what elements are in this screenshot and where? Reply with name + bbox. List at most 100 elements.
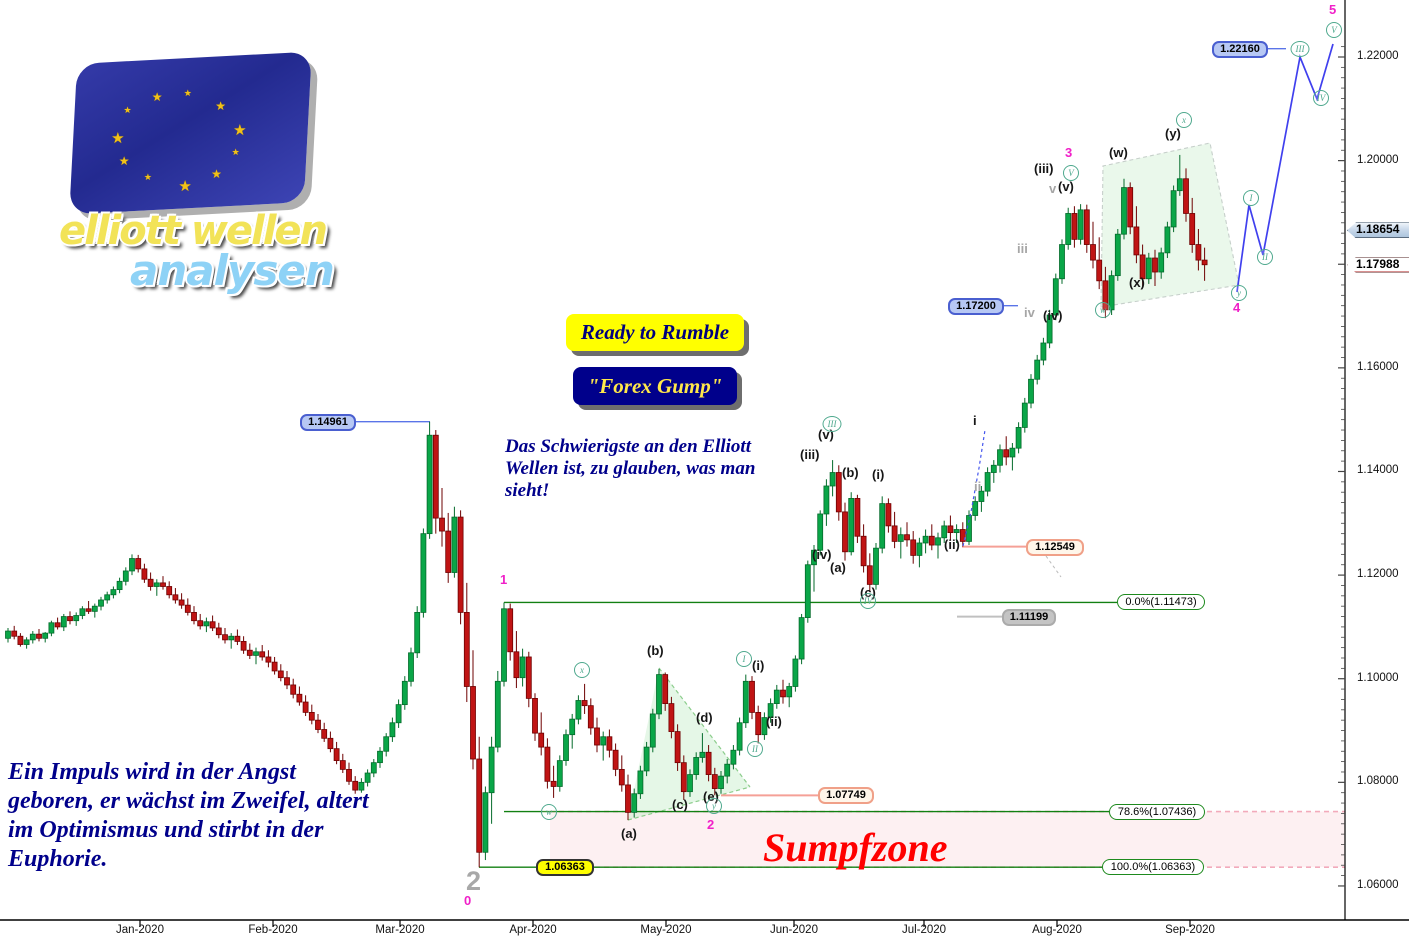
candle-body <box>271 661 278 672</box>
circle-IV: IV <box>860 593 876 609</box>
x-tick-label: Jan-2020 <box>116 924 164 936</box>
eu-star-icon: ★ <box>111 129 125 147</box>
candle-body <box>780 689 786 698</box>
candle-body <box>1052 278 1059 316</box>
candle-body <box>1176 178 1183 192</box>
candle-body <box>891 525 898 542</box>
tag-fib-100[interactable]: 100.0%(1.06363) <box>1102 859 1204 876</box>
ready-to-rumble-banner: Ready to Rumble <box>566 314 744 351</box>
triangle-upper-dashed <box>658 667 751 788</box>
candle-body <box>203 621 210 627</box>
tag-level-1.22160[interactable]: 1.22160 <box>1212 40 1268 58</box>
candle-body <box>389 722 396 738</box>
candle-body <box>804 564 811 618</box>
x-tick-label: May-2020 <box>640 924 692 936</box>
candle-body <box>966 515 972 542</box>
eu-star-icon: ★ <box>143 171 152 182</box>
circle-II-proj: II <box>1257 249 1273 265</box>
wave-iii-jun: (iii) <box>800 447 820 462</box>
candle-body <box>730 749 737 765</box>
circle-V-proj: V <box>1326 22 1342 38</box>
candle-body <box>755 711 762 736</box>
candle-body <box>296 693 303 703</box>
candle-body <box>73 615 80 622</box>
candle-body <box>11 630 18 637</box>
tag-level-1.06363[interactable]: 1.06363 <box>536 859 594 877</box>
y-tick-label: 1.10000 <box>1357 671 1399 684</box>
candle-body <box>569 718 576 736</box>
candle-body <box>432 434 439 519</box>
rally-dashed-path <box>962 429 986 547</box>
candle-body <box>1046 314 1053 344</box>
y-tick-label: 1.14000 <box>1357 464 1399 477</box>
elliott-quote-middle: Das Schwierigste an den Elliott Wellen i… <box>505 436 756 502</box>
candle-body <box>370 762 377 774</box>
tag-fib-0[interactable]: 0.0%(1.11473) <box>1117 594 1205 611</box>
candle-body <box>197 620 204 627</box>
gray-dashed-path <box>1045 555 1062 578</box>
logo-line2: analysen <box>130 246 335 295</box>
circle-II: II <box>747 741 763 757</box>
y-tick-label: 1.16000 <box>1357 360 1399 373</box>
wave-3-pink: 3 <box>1065 145 1073 160</box>
candle-body <box>79 608 86 616</box>
tag-level-1.12549[interactable]: 1.12549 <box>1026 538 1084 556</box>
tag-level-1.17200[interactable]: 1.17200 <box>948 297 1004 315</box>
candle-body <box>1183 178 1189 214</box>
candle-body <box>98 599 104 607</box>
candle-body <box>315 719 321 730</box>
candle-body <box>761 717 768 736</box>
tag-level-1.11199[interactable]: 1.11199 <box>1002 608 1056 626</box>
candle-body <box>749 680 755 713</box>
x-tick-label: Mar-2020 <box>375 924 425 936</box>
candle-body <box>228 635 235 641</box>
candle-body <box>687 774 693 793</box>
tag-level-1.07749[interactable]: 1.07749 <box>818 787 874 805</box>
candle-body <box>29 633 36 641</box>
tag-fib-786[interactable]: 78.6%(1.07436) <box>1109 803 1205 820</box>
candle-body <box>377 750 383 764</box>
candle-body <box>172 594 179 601</box>
candle-body <box>817 513 824 551</box>
candle-body <box>612 749 619 770</box>
candle-body <box>848 498 855 553</box>
candle-body <box>383 736 390 752</box>
y-tick-label: 1.12000 <box>1357 568 1399 581</box>
candle-body <box>1034 359 1041 380</box>
candle-body <box>594 727 600 746</box>
circle-y: y <box>706 798 722 814</box>
candle-body <box>519 656 526 679</box>
wave-y-sep: (y) <box>1165 126 1181 141</box>
candle-body <box>718 775 724 789</box>
candle-body <box>129 558 135 572</box>
candle-body <box>284 677 290 686</box>
candle-body <box>395 704 402 724</box>
circle-V: V <box>1063 165 1079 181</box>
x-tick-label: Apr-2020 <box>509 924 557 936</box>
candle-body <box>1164 226 1171 254</box>
current-price-tag-1.18654: 1.18654 <box>1347 222 1409 239</box>
candle-body <box>122 570 129 582</box>
candle-body <box>550 780 557 787</box>
wave-ii-may: (ii) <box>766 714 782 729</box>
sumpfzone-label: Sumpfzone <box>763 825 948 870</box>
eu-star-icon: ★ <box>183 87 192 98</box>
wave-5-pink: 5 <box>1329 2 1337 17</box>
tag-level-1.14961[interactable]: 1.14961 <box>300 413 356 431</box>
circle-IV-proj: IV <box>1313 90 1329 106</box>
candle-body <box>1158 252 1165 273</box>
elliott-wellen-analysen-logo: ★ ★ ★ ★ ★ ★ ★ ★ ★ ★ ★ elliott wellen analysen <box>55 50 355 310</box>
eu-star-icon: ★ <box>151 89 163 104</box>
candle-body <box>302 701 309 713</box>
candle-body <box>215 627 222 636</box>
logo-line1: elliott wellen <box>59 208 328 254</box>
candle-body <box>1114 233 1121 277</box>
circle-x: x <box>574 662 590 678</box>
candle-body <box>476 758 483 853</box>
wave-iii-gray: iii <box>1017 241 1028 256</box>
candle-body <box>693 757 700 775</box>
circle-III: III <box>822 416 842 432</box>
candle-body <box>811 549 817 566</box>
y-tick-label: 1.06000 <box>1357 878 1399 891</box>
